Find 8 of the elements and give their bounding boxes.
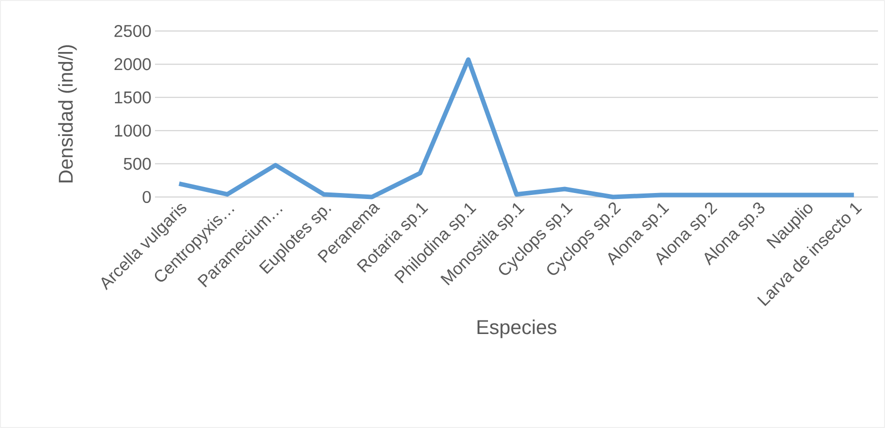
y-tick-label: 500 <box>124 158 151 170</box>
y-tick-label: 2000 <box>114 58 151 70</box>
y-axis-title: Densidad (ind/l) <box>58 45 77 182</box>
y-tick-label: 1000 <box>114 124 151 137</box>
y-tick-label: 0 <box>142 190 151 204</box>
y-tick-label: 2500 <box>114 24 151 38</box>
x-axis-title: Especies <box>478 320 556 338</box>
y-tick-label: 1500 <box>114 91 151 104</box>
